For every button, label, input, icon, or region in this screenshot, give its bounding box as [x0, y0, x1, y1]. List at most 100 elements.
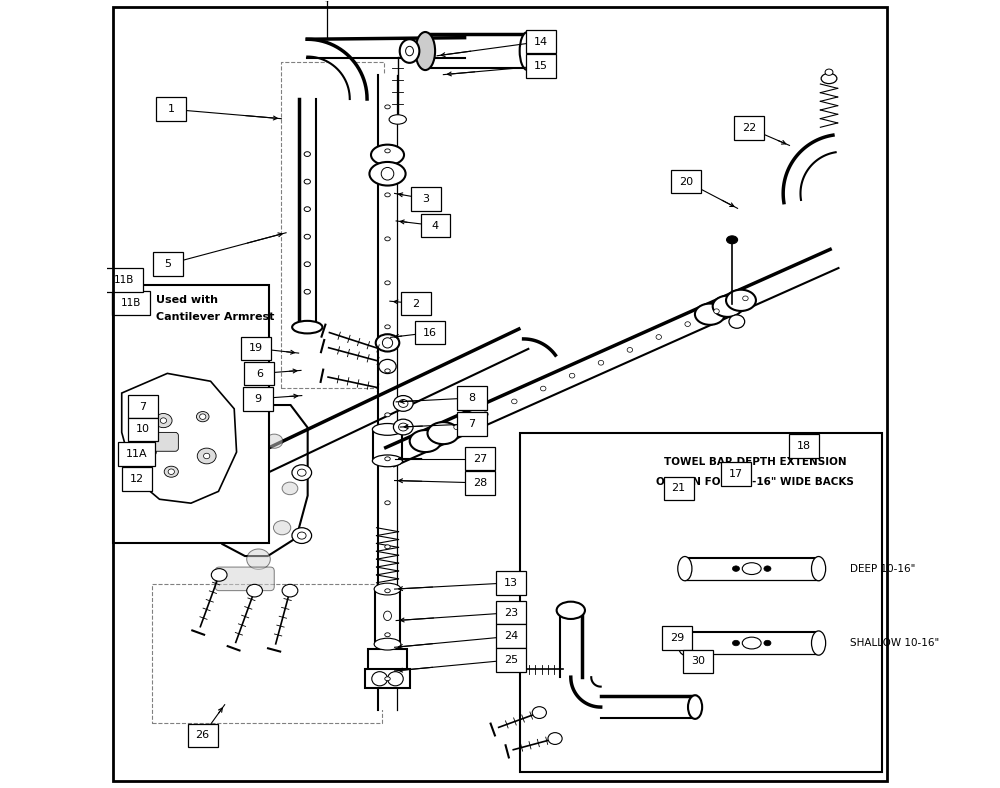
FancyBboxPatch shape: [215, 567, 274, 591]
Ellipse shape: [389, 115, 406, 125]
Ellipse shape: [189, 479, 222, 503]
Ellipse shape: [410, 430, 441, 452]
Ellipse shape: [732, 566, 740, 571]
Text: 1: 1: [168, 104, 175, 114]
Text: 29: 29: [670, 633, 684, 643]
Polygon shape: [685, 632, 819, 654]
Ellipse shape: [685, 322, 690, 326]
Ellipse shape: [292, 465, 312, 481]
Ellipse shape: [379, 359, 396, 374]
Ellipse shape: [376, 334, 399, 351]
Text: 17: 17: [729, 469, 743, 479]
FancyBboxPatch shape: [789, 434, 819, 458]
Bar: [520, 433, 882, 771]
Text: 5: 5: [165, 259, 172, 269]
Ellipse shape: [393, 419, 413, 435]
Ellipse shape: [764, 566, 771, 571]
Text: 11B: 11B: [114, 275, 134, 285]
Ellipse shape: [520, 32, 535, 70]
Ellipse shape: [540, 386, 546, 391]
Text: Cantilever Armrest: Cantilever Armrest: [156, 312, 275, 322]
FancyBboxPatch shape: [465, 447, 495, 470]
FancyBboxPatch shape: [465, 471, 495, 495]
Ellipse shape: [197, 448, 216, 464]
Ellipse shape: [273, 521, 291, 535]
Ellipse shape: [194, 441, 213, 457]
Text: 22: 22: [742, 123, 756, 133]
Ellipse shape: [292, 528, 312, 544]
FancyBboxPatch shape: [122, 467, 152, 491]
Text: 10: 10: [136, 425, 150, 434]
Bar: [368, 649, 407, 671]
Text: 20: 20: [679, 177, 693, 187]
Ellipse shape: [385, 501, 390, 505]
FancyBboxPatch shape: [457, 412, 487, 436]
Ellipse shape: [385, 545, 390, 548]
Polygon shape: [122, 374, 237, 504]
Bar: [113, 285, 269, 544]
Ellipse shape: [385, 193, 390, 197]
Polygon shape: [307, 38, 465, 58]
Ellipse shape: [548, 733, 562, 745]
Ellipse shape: [374, 638, 401, 650]
Ellipse shape: [385, 369, 390, 373]
Text: 3: 3: [423, 194, 430, 204]
FancyBboxPatch shape: [457, 386, 487, 410]
Bar: [365, 669, 410, 688]
Text: 27: 27: [473, 454, 487, 463]
Text: TOWEL BAR DEPTH EXTENSION: TOWEL BAR DEPTH EXTENSION: [664, 457, 846, 467]
Text: 7: 7: [139, 402, 146, 411]
Polygon shape: [685, 558, 819, 580]
Ellipse shape: [204, 453, 210, 459]
FancyBboxPatch shape: [244, 362, 274, 385]
Ellipse shape: [371, 145, 404, 165]
Bar: [375, 589, 400, 644]
Ellipse shape: [164, 466, 178, 478]
Ellipse shape: [381, 168, 394, 180]
Text: 18: 18: [797, 441, 811, 451]
Polygon shape: [185, 329, 528, 507]
Text: 12: 12: [130, 474, 144, 484]
Ellipse shape: [454, 425, 459, 429]
FancyBboxPatch shape: [496, 624, 526, 648]
FancyBboxPatch shape: [526, 30, 556, 54]
FancyBboxPatch shape: [112, 291, 150, 314]
Ellipse shape: [372, 671, 388, 686]
Ellipse shape: [372, 423, 403, 435]
Ellipse shape: [678, 556, 692, 581]
Text: 8: 8: [468, 393, 475, 403]
Ellipse shape: [406, 46, 413, 56]
Ellipse shape: [232, 495, 254, 514]
Ellipse shape: [598, 360, 604, 365]
Ellipse shape: [729, 315, 745, 329]
FancyBboxPatch shape: [105, 268, 143, 292]
FancyBboxPatch shape: [156, 98, 186, 121]
FancyBboxPatch shape: [671, 170, 701, 193]
Text: 19: 19: [249, 344, 263, 353]
Polygon shape: [378, 76, 397, 710]
Text: DEEP 10-16": DEEP 10-16": [850, 563, 915, 574]
Polygon shape: [196, 405, 308, 556]
Polygon shape: [601, 696, 695, 718]
Ellipse shape: [297, 532, 306, 539]
Ellipse shape: [385, 281, 390, 284]
Ellipse shape: [247, 585, 262, 597]
Ellipse shape: [304, 262, 310, 266]
Ellipse shape: [197, 485, 213, 496]
Polygon shape: [307, 39, 367, 99]
Ellipse shape: [369, 162, 406, 185]
Ellipse shape: [372, 455, 403, 466]
Text: Used with: Used with: [156, 295, 218, 305]
Ellipse shape: [811, 556, 826, 581]
Text: SHALLOW 10-16": SHALLOW 10-16": [850, 638, 939, 648]
Ellipse shape: [199, 445, 208, 452]
Text: 16: 16: [423, 328, 437, 337]
Ellipse shape: [400, 39, 419, 63]
Text: 4: 4: [432, 221, 439, 231]
Polygon shape: [299, 99, 316, 327]
Ellipse shape: [192, 482, 207, 495]
Ellipse shape: [483, 412, 488, 417]
FancyBboxPatch shape: [128, 395, 158, 418]
Ellipse shape: [200, 414, 206, 419]
Ellipse shape: [304, 152, 310, 157]
